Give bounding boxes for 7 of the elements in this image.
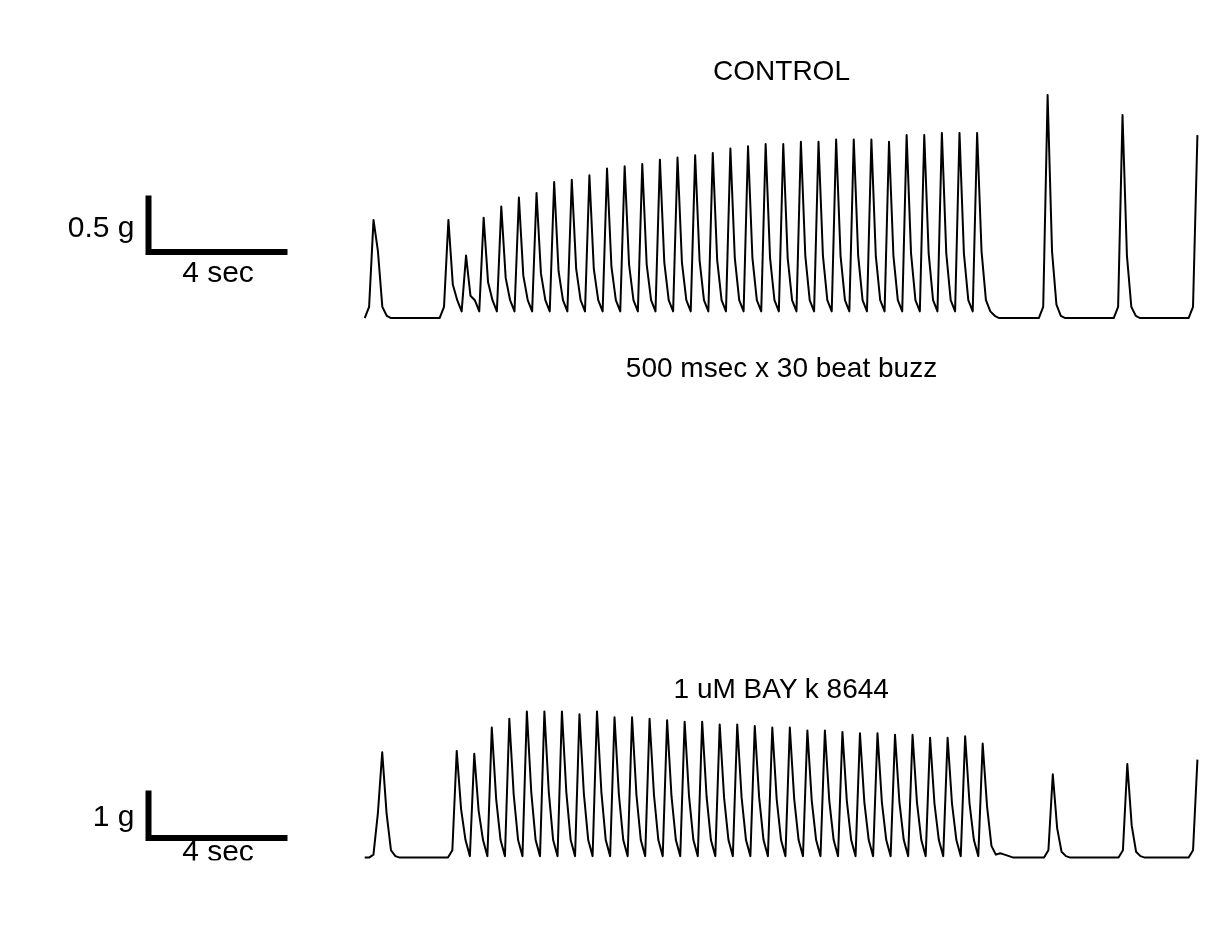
chart-title: 1 uM BAY k 8644	[673, 672, 889, 704]
text: 0.5 g	[67, 209, 135, 243]
chart-title: CONTROL	[713, 54, 850, 86]
text: 1 g	[92, 799, 135, 833]
text: 4 sec	[182, 833, 254, 867]
text: 4 sec	[182, 254, 254, 288]
text: 500 msec x 30 beat buzz	[625, 352, 938, 383]
